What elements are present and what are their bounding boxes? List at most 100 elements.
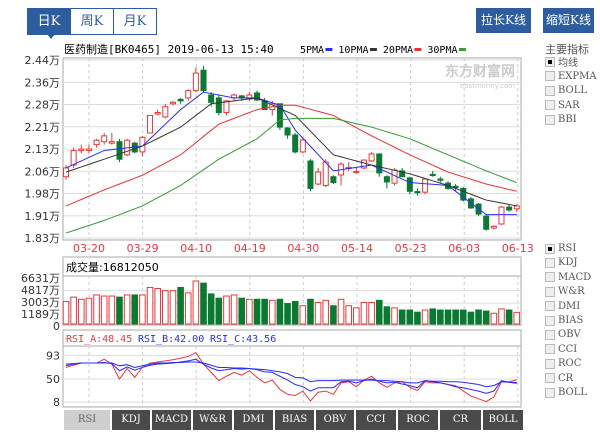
candle-body — [376, 153, 383, 174]
date-tick-label: 06-03 — [448, 242, 480, 255]
checkbox-icon[interactable] — [545, 301, 555, 312]
candle-body — [490, 225, 497, 229]
volume-bar — [360, 301, 368, 325]
sub-indicator-dmi[interactable]: DMI — [545, 300, 580, 313]
checkbox-icon[interactable] — [545, 257, 555, 268]
volume-bar — [207, 293, 215, 325]
candle-body — [422, 178, 429, 193]
checkbox-icon[interactable] — [545, 71, 555, 81]
main-indicator-expma[interactable]: EXPMA — [545, 70, 597, 83]
rsi-panel-border — [62, 329, 522, 408]
candle-body — [169, 101, 176, 105]
checkbox-icon[interactable] — [545, 387, 555, 398]
checkbox-label: EXPMA — [558, 70, 597, 82]
volume-bar — [192, 280, 200, 325]
watermark-sub: eastmoney.com — [460, 82, 515, 90]
main-indicator-bbi[interactable]: BBI — [545, 113, 577, 126]
ma-legend-swatch — [458, 48, 466, 51]
volume-bar — [299, 305, 307, 325]
shrink-kline-button[interactable]: 缩短K线 — [543, 8, 594, 33]
candle-body — [353, 170, 360, 174]
candle-body — [147, 114, 154, 134]
candle-body — [406, 177, 413, 192]
main-indicator-ma[interactable]: 均线 — [545, 55, 578, 69]
indicator-tab-roc[interactable]: ROC — [398, 410, 438, 430]
candle-body — [483, 215, 490, 230]
sub-indicator-rsi[interactable]: RSI — [545, 242, 576, 255]
candle-body — [437, 178, 444, 181]
indicator-tab-macd[interactable]: MACD — [152, 410, 191, 430]
volume-bar — [291, 300, 299, 325]
checkbox-icon[interactable] — [545, 358, 555, 369]
volume-bar — [184, 292, 192, 325]
sub-indicator-kdj[interactable]: KDJ — [545, 256, 578, 269]
volume-tick-label: 0 — [53, 320, 60, 333]
volume-bar — [253, 298, 261, 325]
sub-indicator-obv[interactable]: OBV — [545, 328, 581, 341]
checkbox-icon[interactable] — [545, 329, 555, 340]
volume-tick-label: 4817万 — [21, 284, 60, 297]
indicator-tab-boll[interactable]: BOLL — [483, 410, 523, 430]
volume-bar — [406, 309, 414, 325]
volume-bar — [307, 298, 314, 325]
indicator-tab-bias[interactable]: BIAS — [275, 410, 314, 430]
tab-weekly-k[interactable]: 周K — [71, 9, 114, 34]
checkbox-label: BBI — [558, 114, 577, 125]
volume-bar — [330, 305, 337, 325]
rsi-a-legend: RSI_A:48.45 — [66, 334, 132, 345]
volume-bar — [398, 309, 406, 325]
date-tick-label: 04-10 — [180, 242, 212, 255]
checkbox-icon[interactable] — [545, 344, 555, 355]
stretch-kline-button[interactable]: 拉长K线 — [476, 8, 531, 33]
ma-legend-label: 20PMA — [383, 45, 413, 56]
checkbox-icon[interactable] — [545, 114, 555, 125]
indicator-tab-kdj[interactable]: KDJ — [112, 410, 150, 430]
sub-indicator-cci[interactable]: CCI — [545, 343, 577, 356]
indicator-tabs: RSI KDJ MACD W&R DMI BIAS OBV CCI ROC CR BOLL — [64, 410, 525, 430]
rsi-line-rsi_a — [65, 351, 517, 403]
volume-bar — [154, 288, 161, 325]
candle-body — [215, 97, 222, 114]
tab-monthly-k[interactable]: 月K — [114, 9, 156, 34]
tab-daily-k[interactable]: 日K — [28, 9, 71, 39]
volume-bar — [284, 303, 291, 325]
indicator-tab-dmi[interactable]: DMI — [234, 410, 273, 430]
candle-body — [460, 187, 467, 201]
checkbox-label: CCI — [558, 343, 578, 355]
volume-bar — [314, 301, 322, 325]
candle-body — [116, 141, 123, 160]
main-indicator-boll[interactable]: BOLL — [545, 84, 587, 97]
candle-body — [307, 160, 314, 189]
sub-indicator-cr[interactable]: CR — [545, 372, 573, 385]
checkbox-icon[interactable] — [545, 286, 555, 297]
sub-indicator-roc[interactable]: ROC — [545, 357, 581, 370]
candle-body — [299, 139, 306, 153]
candle-body — [101, 135, 108, 143]
checkbox-icon[interactable] — [545, 85, 555, 96]
checkbox-label: CR — [558, 372, 574, 384]
checkbox-icon[interactable] — [545, 315, 555, 326]
indicator-tab-cr[interactable]: CR — [440, 410, 481, 430]
checkbox-icon[interactable] — [545, 56, 555, 67]
sub-indicator-bias[interactable]: BIAS — [545, 314, 583, 327]
volume-bar — [337, 298, 345, 325]
checkbox-icon[interactable] — [545, 243, 555, 254]
sub-indicator-wr[interactable]: W&R — [545, 285, 585, 298]
candle-body — [63, 167, 69, 178]
candle-body — [93, 139, 100, 146]
sub-indicator-macd[interactable]: MACD — [545, 271, 591, 284]
main-indicator-sar[interactable]: SAR — [545, 99, 580, 112]
sub-indicator-boll[interactable]: BOLL — [545, 386, 587, 399]
indicator-tab-rsi[interactable]: RSI — [64, 410, 110, 430]
checkbox-icon[interactable] — [545, 373, 555, 384]
volume-bar — [162, 290, 169, 325]
ma-line-20pma — [65, 104, 517, 207]
checkbox-icon[interactable] — [545, 272, 555, 283]
indicator-tab-wr[interactable]: W&R — [193, 410, 232, 430]
rsi-line-rsi_c — [65, 361, 517, 388]
checkbox-icon[interactable] — [545, 100, 555, 110]
indicator-tab-obv[interactable]: OBV — [316, 410, 354, 430]
period-tabs: 日K 周K 月K — [27, 8, 157, 39]
candle-body — [513, 205, 520, 210]
indicator-tab-cci[interactable]: CCI — [356, 410, 396, 430]
